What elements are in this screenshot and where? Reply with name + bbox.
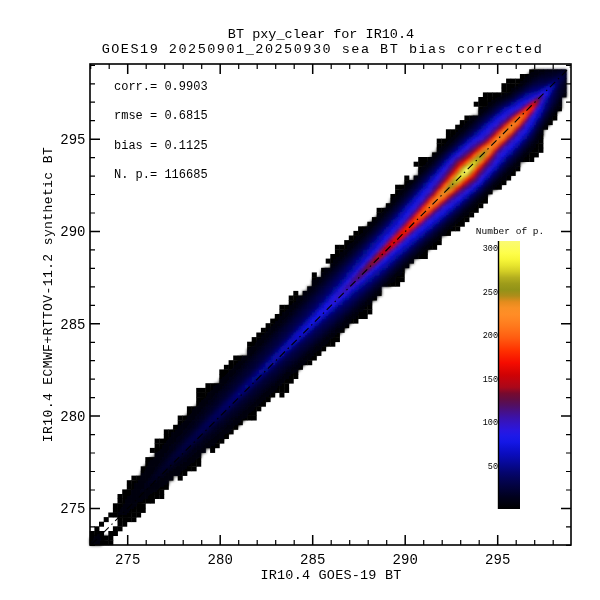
svg-text:Number of p.: Number of p. bbox=[476, 226, 544, 237]
svg-text:290: 290 bbox=[393, 552, 418, 568]
svg-text:280: 280 bbox=[60, 409, 85, 425]
svg-text:GOES19 20250901_20250930 sea B: GOES19 20250901_20250930 sea BT bias cor… bbox=[102, 42, 544, 57]
svg-text:corr.= 0.9903: corr.= 0.9903 bbox=[114, 80, 208, 94]
svg-text:295: 295 bbox=[485, 552, 510, 568]
svg-text:BT pxy_clear for IR10.4: BT pxy_clear for IR10.4 bbox=[228, 27, 414, 42]
svg-text:150: 150 bbox=[483, 375, 498, 385]
svg-text:IR10.4 GOES-19 BT: IR10.4 GOES-19 BT bbox=[260, 568, 401, 583]
svg-text:IR10.4 ECMWF+RTTOV-11.2 synthe: IR10.4 ECMWF+RTTOV-11.2 synthetic BT bbox=[41, 147, 56, 442]
svg-text:bias = 0.1125: bias = 0.1125 bbox=[114, 139, 208, 153]
svg-text:200: 200 bbox=[483, 331, 498, 341]
svg-text:295: 295 bbox=[60, 132, 85, 148]
svg-text:50: 50 bbox=[488, 462, 498, 472]
svg-text:250: 250 bbox=[483, 288, 498, 298]
svg-text:285: 285 bbox=[300, 552, 325, 568]
svg-text:300: 300 bbox=[483, 244, 498, 254]
svg-text:290: 290 bbox=[60, 224, 85, 240]
svg-text:N. p.= 116685: N. p.= 116685 bbox=[114, 168, 208, 182]
svg-text:280: 280 bbox=[208, 552, 233, 568]
svg-text:285: 285 bbox=[60, 317, 85, 333]
svg-text:275: 275 bbox=[60, 501, 85, 517]
svg-text:100: 100 bbox=[483, 418, 498, 428]
svg-text:275: 275 bbox=[115, 552, 140, 568]
svg-text:rmse = 0.6815: rmse = 0.6815 bbox=[114, 109, 208, 123]
